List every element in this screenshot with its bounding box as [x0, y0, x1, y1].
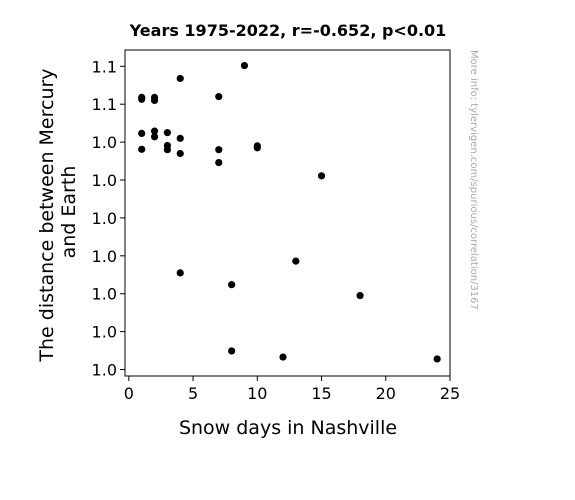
data-point: [150, 127, 159, 135]
y-tick-label: 1.0: [92, 323, 117, 342]
y-tick-label: 1.0: [92, 285, 117, 304]
data-point: [356, 292, 364, 300]
y-axis-label-line-1: The distance between Mercury: [36, 68, 58, 362]
data-point: [240, 61, 249, 70]
data-point: [176, 74, 184, 83]
data-point: [176, 269, 184, 277]
data-point: [150, 133, 159, 141]
x-tick-label: 10: [247, 384, 267, 403]
data-point: [215, 158, 223, 167]
data-point: [228, 281, 236, 289]
x-tick-label: 25: [440, 384, 460, 403]
y-axis: 1.0 1.0 1.0 1.0 1.0 1.0 1.0 1.1 1.1: [92, 57, 125, 380]
data-point: [215, 146, 223, 154]
chart-title: Years 1975-2022, r=-0.652, p<0.01: [129, 21, 447, 40]
y-axis-label-line-2: and Earth: [58, 166, 80, 259]
data-point: [138, 145, 146, 153]
x-tick-label: 15: [311, 384, 331, 403]
data-point: [215, 93, 223, 101]
data-point: [163, 129, 171, 137]
data-point: [138, 129, 146, 137]
plot-area: [124, 49, 451, 377]
x-tick-label: 0: [124, 384, 134, 403]
x-axis-label: Snow days in Nashville: [179, 417, 397, 439]
data-points: [138, 61, 441, 363]
data-point: [253, 144, 261, 152]
source-note: More info: tylervigen.com/spurious/corre…: [468, 50, 479, 310]
data-point: [150, 96, 159, 105]
y-tick-label: 1.0: [92, 171, 117, 190]
y-axis-label: The distance between Mercury and Earth: [36, 62, 80, 362]
data-point: [163, 146, 171, 154]
data-point: [433, 355, 441, 363]
y-tick-label: 1.0: [92, 209, 117, 228]
x-tick-label: 5: [188, 384, 198, 403]
x-axis: 0 5 10 15 20 25: [124, 376, 460, 403]
y-tick-label: 1.0: [92, 361, 117, 380]
data-point: [138, 93, 146, 101]
data-point: [279, 353, 287, 361]
x-tick-label: 20: [376, 384, 396, 403]
data-point: [292, 257, 300, 265]
y-tick-label: 1.1: [92, 57, 117, 76]
data-point: [317, 172, 326, 180]
y-tick-label: 1.0: [92, 133, 117, 152]
data-point: [176, 149, 184, 158]
y-tick-label: 1.0: [92, 247, 117, 266]
y-tick-label: 1.1: [92, 95, 117, 114]
data-point: [176, 134, 184, 142]
data-point: [228, 347, 236, 355]
